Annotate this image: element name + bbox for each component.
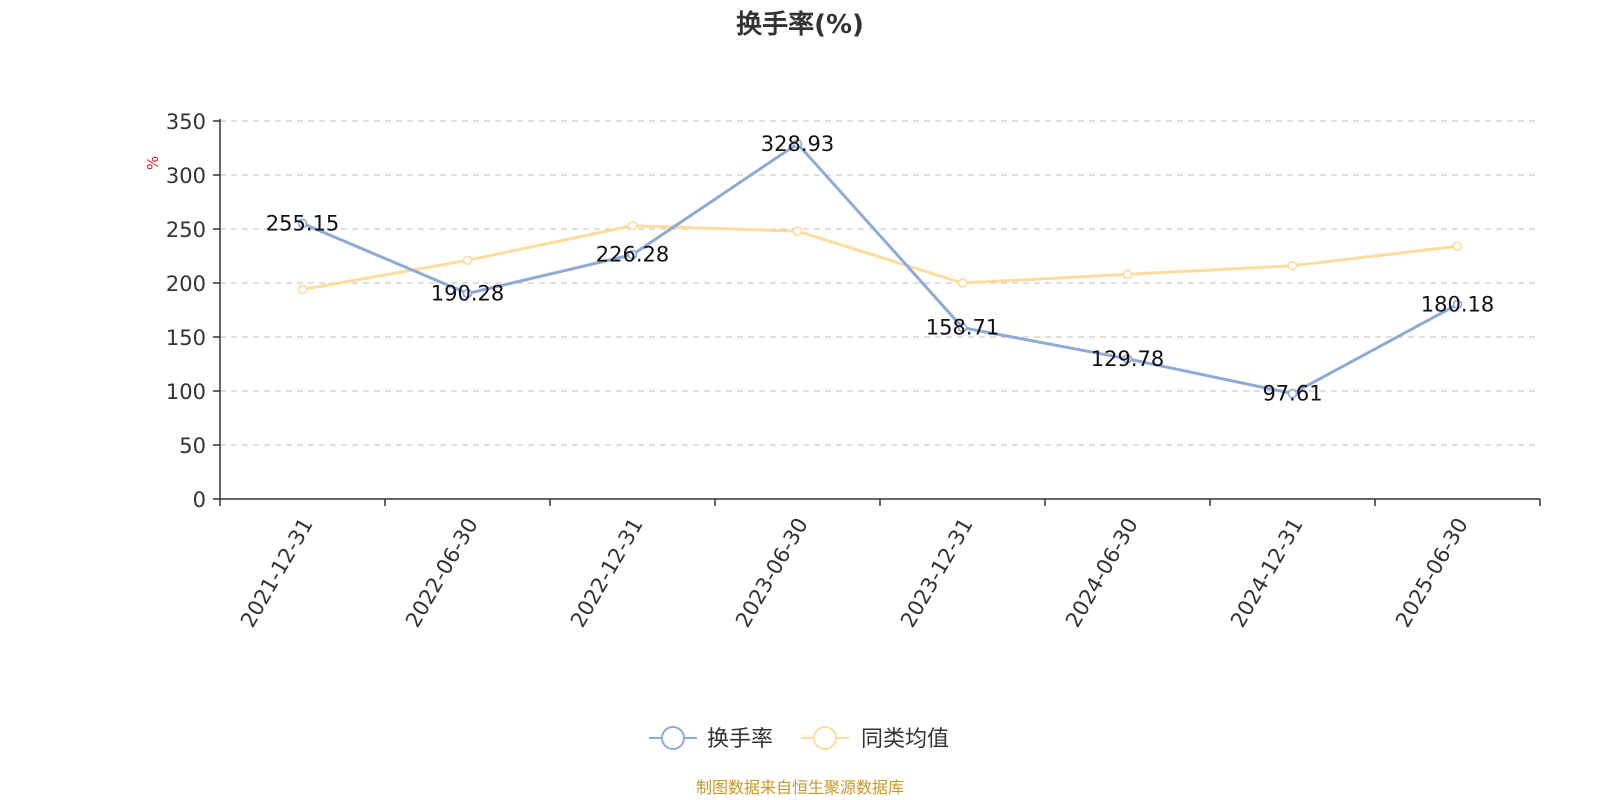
- y-tick-label: 350: [166, 110, 206, 134]
- legend-label: 同类均值: [861, 727, 949, 752]
- data-point[interactable]: [297, 284, 308, 295]
- x-tick-label: 2022-06-30: [401, 514, 483, 632]
- x-tick-label: 2022-12-31: [566, 514, 648, 632]
- y-tick-label: 50: [179, 434, 206, 458]
- data-labels: 255.15 190.28 226.28 328.93 158.71 129.78 97.6…: [266, 132, 1494, 406]
- x-tick-label: 2023-12-31: [896, 514, 978, 632]
- data-point[interactable]: [792, 226, 803, 236]
- data-point[interactable]: [627, 220, 638, 231]
- data-point[interactable]: [627, 249, 638, 260]
- data-label: 158.71: [926, 316, 999, 340]
- data-point[interactable]: [1122, 354, 1133, 364]
- data-label: 190.28: [431, 281, 504, 305]
- data-point[interactable]: [957, 322, 968, 333]
- data-point[interactable]: [957, 278, 968, 288]
- data-label: 97.61: [1262, 382, 1322, 406]
- x-tick-label: 2024-06-30: [1061, 514, 1143, 632]
- legend-marker: [661, 726, 685, 750]
- y-tick-label: 150: [166, 326, 206, 350]
- data-point[interactable]: [1287, 388, 1298, 399]
- data-point[interactable]: [792, 138, 803, 149]
- data-point[interactable]: [1122, 269, 1133, 280]
- y-tick-label: 250: [166, 218, 206, 242]
- data-point[interactable]: [297, 218, 308, 229]
- y-tick-label: 100: [166, 380, 206, 404]
- data-point[interactable]: [1452, 299, 1463, 310]
- legend[interactable]: 换手率 同类均值: [649, 726, 949, 752]
- series-0: [297, 138, 1463, 399]
- y-tick-label: 200: [166, 272, 206, 296]
- data-point[interactable]: [462, 288, 473, 299]
- y-axis-unit: %: [144, 156, 162, 170]
- y-tick-label: 300: [166, 164, 206, 188]
- data-label: 328.93: [761, 132, 834, 156]
- chart-title: 换手率(%): [736, 9, 864, 40]
- series-1: [297, 220, 1463, 295]
- legend-item-1[interactable]: 同类均值: [801, 726, 949, 752]
- x-tick-label: 2024-12-31: [1226, 514, 1308, 632]
- grid: [220, 120, 1540, 446]
- series: [297, 138, 1463, 399]
- y-tick-label: 0: [193, 488, 206, 512]
- legend-label: 换手率: [707, 727, 773, 752]
- x-tick-label: 2023-06-30: [731, 514, 813, 632]
- data-label: 255.15: [266, 211, 339, 235]
- x-tick-label: 2021-12-31: [236, 514, 318, 632]
- data-label: 129.78: [1091, 347, 1164, 371]
- series-line: [302, 224, 1458, 291]
- series-line: [301, 142, 1459, 396]
- x-tick-label: 2025-06-30: [1391, 514, 1473, 632]
- data-point[interactable]: [1287, 260, 1298, 271]
- data-point[interactable]: [1452, 241, 1463, 252]
- legend-item-0[interactable]: 换手率: [649, 726, 773, 752]
- data-point[interactable]: [462, 255, 473, 266]
- data-label: 226.28: [596, 243, 669, 267]
- data-label: 180.18: [1421, 292, 1494, 316]
- source-note: 制图数据来自恒生聚源数据库: [696, 778, 904, 797]
- legend-marker: [813, 726, 837, 750]
